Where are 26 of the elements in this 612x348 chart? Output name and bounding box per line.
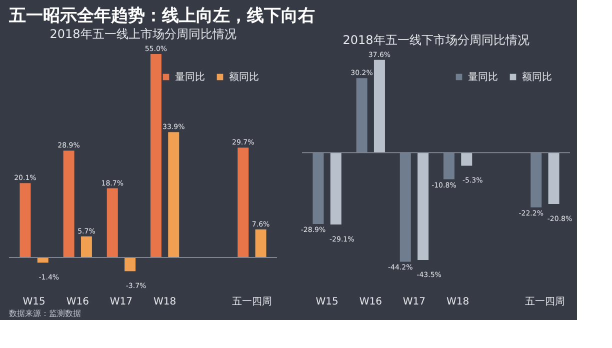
x-tick-label: W18: [446, 296, 470, 308]
x-tick-label: W16: [66, 296, 89, 308]
bar: [20, 183, 31, 258]
x-tick-label: 五一四周: [232, 296, 272, 308]
legend-label: 量同比: [468, 71, 498, 83]
source-note: 数据来源：监测数据: [9, 309, 81, 318]
x-tick-label: W18: [153, 296, 176, 308]
chart-title: 2018年五一线上市场分周同比情况: [50, 27, 236, 41]
x-tick-label: W15: [22, 296, 46, 308]
x-tick-label: W16: [359, 296, 382, 308]
chart-title: 2018年五一线下市场分周同比情况: [342, 32, 530, 47]
bar: [238, 148, 249, 258]
x-tick-label: W15: [316, 296, 338, 308]
bar: [124, 258, 136, 272]
legend-label: 额同比: [229, 71, 259, 83]
text: 五一昭示全年趋势：线上向左，线下向右: [8, 6, 315, 26]
legend-label: 量同比: [175, 71, 205, 83]
bar: [80, 236, 92, 258]
x-tick-label: W17: [402, 296, 426, 308]
legend-label: 额同比: [522, 71, 552, 83]
bar: [255, 229, 266, 258]
bar: [168, 132, 180, 258]
bar: [63, 150, 74, 258]
x-tick-label: W17: [110, 296, 133, 308]
bar: [106, 188, 118, 258]
x-tick-label: 五一四周: [524, 296, 565, 308]
